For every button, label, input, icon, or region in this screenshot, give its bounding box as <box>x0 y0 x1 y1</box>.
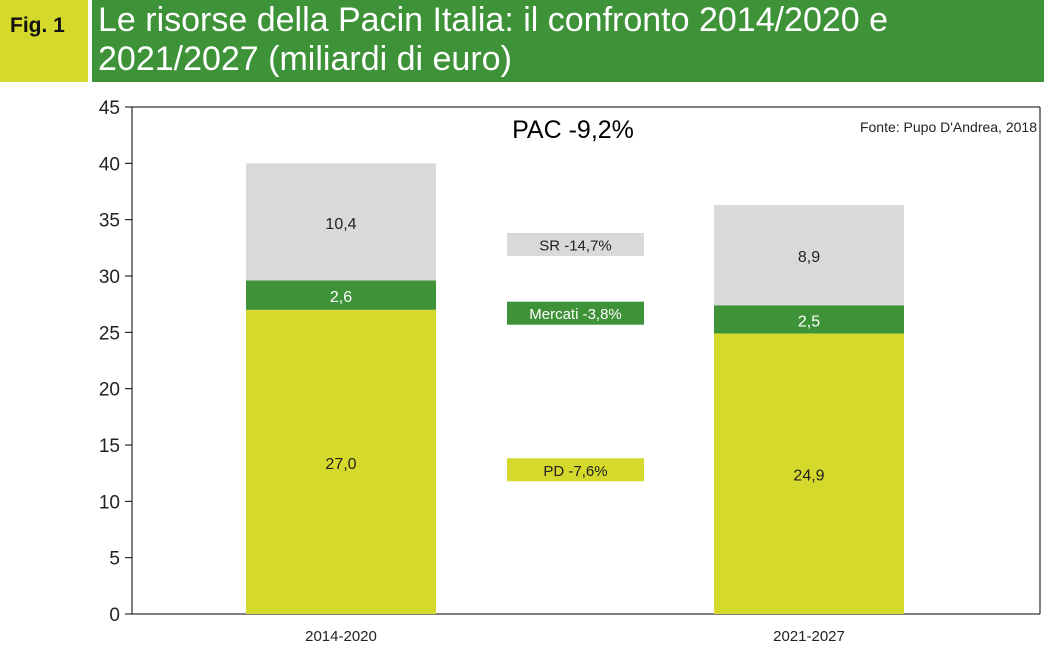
change-box-pd <box>507 458 644 482</box>
bar-value-label: 10,4 <box>325 216 356 233</box>
bar-segment-pd <box>714 333 904 614</box>
bar-value-label: 2,6 <box>330 289 352 306</box>
figure-label: Fig. 1 <box>10 14 65 37</box>
x-tick-label: 2021-2027 <box>773 628 845 645</box>
change-label-mercati: Mercati -3,8% <box>529 306 622 323</box>
figure-label-box: Fig. 1 <box>0 0 88 82</box>
bar-segment-pd <box>246 309 436 614</box>
bar-segment-sr <box>246 163 436 281</box>
y-tick-label: 15 <box>99 436 120 457</box>
bar-value-label: 8,9 <box>798 249 820 266</box>
y-tick-label: 30 <box>99 267 120 288</box>
bar-segment-mercati <box>714 305 904 334</box>
x-tick-label: 2014-2020 <box>305 628 377 645</box>
bar-segment-mercati <box>246 280 436 310</box>
title-bar: Le risorse della Pacin Italia: il confro… <box>92 0 1044 82</box>
y-tick-label: 35 <box>99 211 120 232</box>
bar-segment-sr <box>714 205 904 306</box>
y-tick-label: 45 <box>99 98 120 119</box>
bar-value-label: 2,5 <box>798 313 820 330</box>
y-tick-label: 10 <box>99 492 120 513</box>
change-label-sr: SR -14,7% <box>539 237 612 254</box>
y-tick-label: 5 <box>109 549 120 570</box>
y-tick-label: 40 <box>99 154 120 175</box>
source-note: Fonte: Pupo D'Andrea, 2018 <box>860 119 1037 135</box>
figure-title: Le risorse della Pacin Italia: il confro… <box>98 1 889 78</box>
y-tick-label: 0 <box>109 605 120 626</box>
bar-value-label: 27,0 <box>325 456 356 473</box>
y-tick-label: 25 <box>99 323 120 344</box>
change-label-pd: PD -7,6% <box>543 463 607 480</box>
change-box-sr <box>507 232 644 256</box>
headline-annotation: PAC -9,2% <box>512 116 634 144</box>
change-box-mercati <box>507 301 644 325</box>
bar-value-label: 24,9 <box>793 468 824 485</box>
y-tick-label: 20 <box>99 380 120 401</box>
